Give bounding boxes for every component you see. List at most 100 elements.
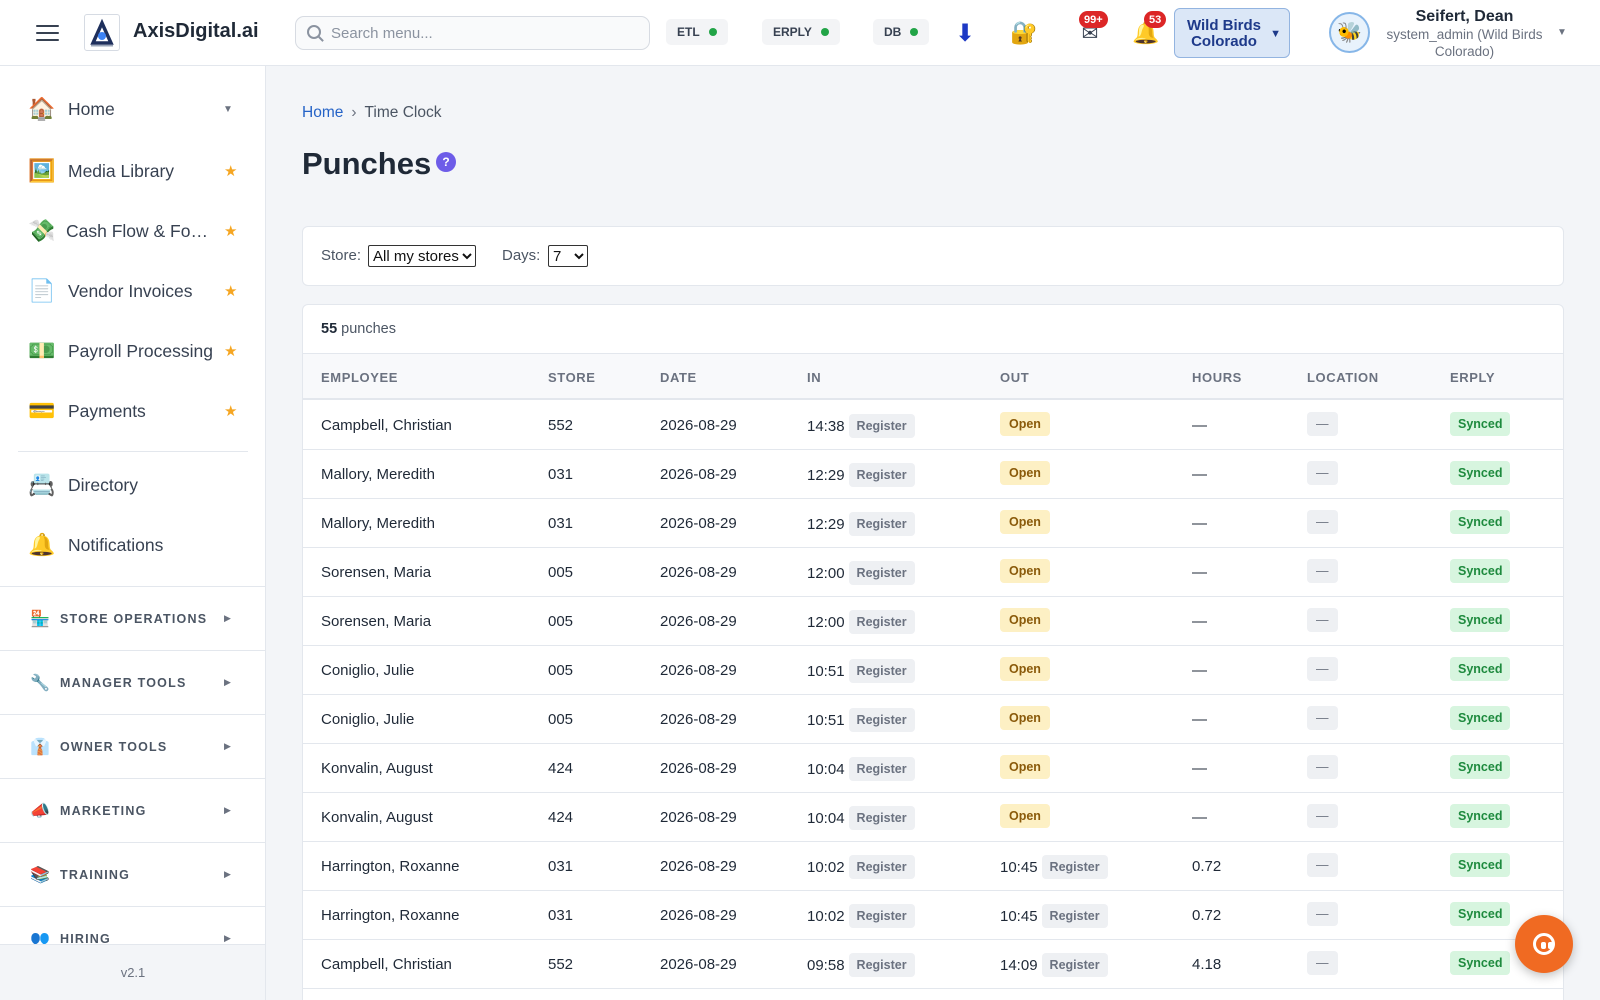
cell-location: — [1307, 461, 1338, 485]
status-etl[interactable]: ETL [666, 19, 728, 45]
days-filter-label: Days: [502, 247, 541, 264]
cell-date: 2026-08-29 [660, 662, 737, 679]
table-row[interactable]: Coniglio, Julie 005 2026-08-29 10:51 Registe… [303, 695, 1563, 744]
cell-store: 005 [548, 711, 574, 728]
source-tag: Register [848, 561, 915, 585]
column-header-location[interactable]: LOCATION [1307, 370, 1379, 385]
column-header-store[interactable]: STORE [548, 370, 596, 385]
mail-icon[interactable]: ✉ [1081, 22, 1099, 45]
sidebar-section-owner-tools[interactable]: 👔 OWNER TOOLS ▶ [0, 714, 265, 778]
table-row[interactable]: Campbell, Christian 552 2026-08-29 09:58 Reg… [303, 940, 1563, 989]
column-header-hours[interactable]: HOURS [1192, 370, 1242, 385]
table-row[interactable]: Harrington, Roxanne 031 2026-08-29 10:02 Reg… [303, 891, 1563, 940]
store-filter-label: Store: [321, 247, 362, 264]
store-switcher-button[interactable]: Wild Birds Colorado ▼ [1174, 8, 1290, 58]
cell-employee: Coniglio, Julie [321, 662, 415, 679]
table-row[interactable]: Harrington, Roxanne 031 2026-08-29 10:02 Reg… [303, 842, 1563, 891]
sidebar-section-marketing[interactable]: 📣 MARKETING ▶ [0, 778, 265, 842]
status-ok-dot-icon [820, 28, 829, 36]
cell-store: 031 [548, 858, 574, 875]
rolodex-icon: 📇 [28, 472, 56, 497]
store-filter-select[interactable]: All my stores [368, 245, 476, 267]
source-tag: Register [848, 512, 915, 536]
notification-count-badge: 53 [1144, 11, 1167, 28]
search-input[interactable] [331, 22, 636, 44]
erply-synced-badge: Synced [1450, 412, 1511, 436]
status-ok-dot-icon [910, 28, 919, 36]
chevron-down-icon: ▼ [1270, 28, 1281, 40]
cell-in: 10:02 Register [807, 904, 915, 929]
cell-store: 005 [548, 613, 574, 630]
star-icon[interactable]: ★ [224, 403, 238, 420]
table-row[interactable]: Konvalin, August 424 2026-08-29 10:04 Regist… [303, 744, 1563, 793]
help-icon[interactable]: ? [436, 152, 456, 172]
house-icon: 🏠 [28, 96, 56, 121]
punch-count: 55 punches [321, 321, 396, 337]
status-db[interactable]: DB [873, 19, 930, 45]
sidebar-section-manager-tools[interactable]: 🔧 MANAGER TOOLS ▶ [0, 650, 265, 714]
source-tag: Register [848, 757, 915, 781]
sidebar-item-directory[interactable]: 📇 Directory [28, 472, 139, 497]
column-header-erply[interactable]: ERPLY [1450, 370, 1496, 385]
sidebar-item-cash-flow[interactable]: 💸 Cash Flow & Forecasting ★ [28, 218, 238, 243]
table-row[interactable]: Coniglio, Julie 005 2026-08-29 10:51 Registe… [303, 646, 1563, 695]
star-icon[interactable]: ★ [224, 223, 238, 240]
cell-employee: Mallory, Meredith [321, 466, 435, 483]
table-row[interactable]: Campbell, Christian 552 2026-08-29 14:38 Reg… [303, 401, 1563, 450]
erply-synced-badge: Synced [1450, 608, 1511, 632]
chevron-right-icon: ▶ [224, 869, 231, 879]
open-status-badge: Open [1000, 804, 1050, 828]
sidebar-section-hiring[interactable]: 👥 HIRING ▶ [0, 906, 265, 970]
user-menu-chevron-icon[interactable]: ▼ [1557, 27, 1567, 38]
credit-card-icon: 💳 [28, 398, 56, 423]
people-icon: 👥 [30, 931, 50, 948]
star-icon[interactable]: ★ [224, 283, 238, 300]
sidebar-item-vendor-invoices[interactable]: 📄 Vendor Invoices ★ [28, 278, 238, 303]
sidebar-section-training[interactable]: 📚 TRAINING ▶ [0, 842, 265, 906]
sidebar-item-notifications[interactable]: 🔔 Notifications [28, 532, 164, 557]
cell-in: 12:00 Register [807, 561, 915, 586]
open-status-badge: Open [1000, 706, 1050, 730]
erply-synced-badge: Synced [1450, 902, 1511, 926]
cell-in: 12:29 Register [807, 512, 915, 537]
sidebar-item-payroll-processing[interactable]: 💵 Payroll Processing ★ [28, 338, 238, 363]
star-icon[interactable]: ★ [224, 343, 238, 360]
chevron-right-icon: ▶ [224, 613, 231, 623]
download-icon[interactable]: ⬇ [954, 19, 976, 47]
app-version: v2.1 [0, 944, 265, 1000]
table-row[interactable]: Mallory, Meredith 031 2026-08-29 12:29 Regis… [303, 499, 1563, 548]
cell-in: 12:29 Register [807, 463, 915, 488]
days-filter-select[interactable]: 7 [548, 245, 588, 267]
support-headset-button[interactable] [1515, 915, 1573, 973]
sidebar-item-media-library[interactable]: 🖼️ Media Library ★ [28, 158, 238, 183]
open-status-badge: Open [1000, 559, 1050, 583]
source-tag: Register [1041, 953, 1108, 977]
sidebar-section-store-operations[interactable]: 🏪 STORE OPERATIONS ▶ [0, 586, 265, 650]
column-header-date[interactable]: DATE [660, 370, 697, 385]
cell-hours: — [1192, 613, 1207, 630]
avatar[interactable]: 🐝 [1329, 12, 1370, 53]
sidebar-item-payments[interactable]: 💳 Payments ★ [28, 398, 238, 423]
column-header-in[interactable]: IN [807, 370, 822, 385]
status-erply[interactable]: ERPLY [762, 19, 840, 45]
cell-out: 10:45 Register [1000, 904, 1108, 929]
column-header-employee[interactable]: EMPLOYEE [321, 370, 399, 385]
column-header-out[interactable]: OUT [1000, 370, 1030, 385]
lock-icon[interactable]: 🔐 [1010, 20, 1038, 45]
page-title: Punches [302, 146, 432, 181]
cell-in: 10:04 Register [807, 757, 915, 782]
hamburger-menu-icon[interactable] [30, 18, 64, 48]
source-tag: Register [848, 659, 915, 683]
table-row[interactable]: Sorensen, Maria 005 2026-08-29 12:00 Registe… [303, 597, 1563, 646]
table-row[interactable]: Konvalin, August 424 2026-08-29 10:04 Regist… [303, 793, 1563, 842]
sidebar-item-home[interactable]: 🏠 Home ▼ [28, 96, 233, 121]
table-row[interactable]: Mallory, Meredith 031 2026-08-29 12:29 Regis… [303, 450, 1563, 499]
cell-hours: 0.72 [1192, 858, 1222, 875]
table-row[interactable]: Sorensen, Maria 005 2026-08-29 12:00 Registe… [303, 548, 1563, 597]
mail-count-badge: 99+ [1079, 11, 1108, 28]
source-tag: Register [848, 708, 915, 732]
search-box[interactable] [295, 16, 650, 50]
breadcrumb-home-link[interactable]: Home [302, 104, 344, 121]
cell-hours: 0.72 [1192, 907, 1222, 924]
star-icon[interactable]: ★ [224, 163, 238, 180]
